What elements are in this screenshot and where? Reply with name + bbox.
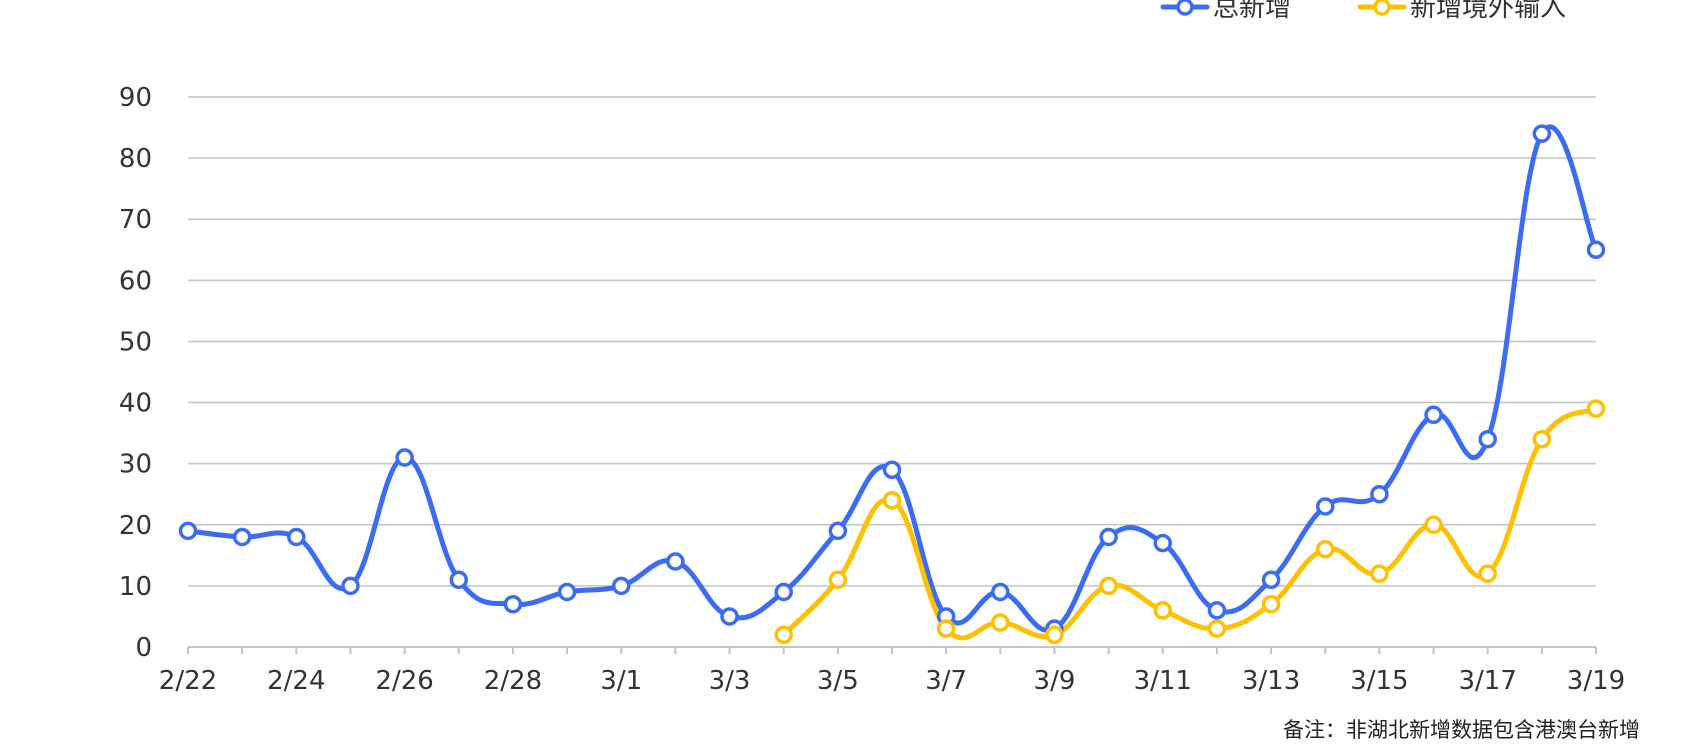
series-points: [178, 124, 1606, 645]
data-point: [1424, 405, 1443, 425]
x-tick-label: 3/19: [1567, 666, 1625, 696]
data-point: [449, 570, 469, 590]
data-point: [1153, 533, 1173, 553]
data-point: [1261, 594, 1281, 614]
legend-swatch-marker: [1373, 0, 1391, 16]
y-tick-label: 60: [119, 266, 152, 296]
x-tick-label: 3/13: [1242, 666, 1300, 696]
y-tick-label: 20: [119, 511, 152, 541]
data-point: [882, 491, 902, 510]
series-line-0: [185, 124, 1599, 633]
data-point: [666, 552, 685, 571]
data-point: [341, 576, 360, 596]
data-point: [1045, 625, 1064, 645]
data-point: [611, 576, 631, 596]
data-point: [395, 448, 414, 467]
x-tick-label: 3/5: [817, 666, 859, 696]
data-point: [1207, 601, 1227, 620]
data-point: [1153, 601, 1173, 620]
legend-label: 总新增: [1213, 0, 1291, 23]
x-tick-label: 2/24: [267, 666, 325, 696]
data-point: [1099, 576, 1118, 596]
data-point: [774, 625, 793, 645]
y-tick-label: 30: [119, 450, 152, 480]
x-tick-label: 3/11: [1134, 666, 1192, 696]
x-tick-label: 2/28: [484, 666, 542, 696]
x-tick-label: 3/7: [925, 666, 967, 696]
data-point: [1370, 564, 1389, 583]
data-point: [232, 527, 252, 547]
series-line-1: [781, 406, 1599, 641]
data-point: [1478, 429, 1497, 449]
data-point: [1478, 564, 1497, 583]
y-tick-label: 50: [119, 327, 152, 357]
data-point: [1424, 515, 1443, 535]
y-axis-ticks: 0 10 20 30 40 50 60 70 80 90: [119, 83, 152, 663]
x-tick-label: 3/15: [1350, 666, 1408, 696]
x-tick-label: 2/22: [159, 666, 217, 696]
data-point: [557, 582, 577, 602]
legend-swatch-marker: [1176, 0, 1194, 16]
series-lines: [185, 124, 1599, 641]
data-point: [991, 582, 1010, 602]
x-tick-label: 3/9: [1034, 666, 1076, 696]
data-point: [936, 619, 956, 638]
legend: 总新增 新增境外输入: [1160, 0, 1566, 23]
data-point: [1207, 619, 1227, 638]
data-point: [1586, 240, 1606, 260]
data-point: [1261, 570, 1281, 590]
data-point: [1315, 497, 1335, 516]
data-point: [503, 594, 523, 614]
data-point: [828, 521, 848, 541]
data-point: [1532, 124, 1552, 143]
gridlines: [188, 96, 1596, 587]
data-point: [1586, 399, 1606, 418]
data-point: [1315, 539, 1335, 559]
x-axis: 2/22 2/24 2/26 2/28 3/1 3/3 3/5 3/7 3/9 3/11 3/13 3…: [159, 646, 1625, 696]
chart-note: 备注：非湖北新增数据包含港澳台新增: [1283, 718, 1640, 742]
data-point: [1370, 484, 1389, 504]
y-tick-label: 40: [119, 389, 152, 419]
x-tick-label: 3/3: [709, 666, 751, 696]
data-point: [774, 582, 793, 602]
y-tick-label: 90: [119, 83, 152, 113]
y-tick-label: 70: [119, 205, 152, 235]
data-point: [882, 460, 902, 480]
y-tick-label: 80: [119, 144, 152, 174]
y-tick-label: 0: [135, 633, 152, 663]
data-point: [720, 607, 739, 626]
data-point: [828, 570, 848, 590]
data-point: [1099, 527, 1118, 547]
data-point: [287, 527, 306, 547]
data-point: [1532, 429, 1552, 449]
y-tick-label: 10: [119, 572, 152, 602]
x-tick-label: 3/1: [600, 666, 642, 696]
data-point: [991, 613, 1010, 632]
data-point: [178, 521, 198, 541]
x-tick-label: 3/17: [1458, 666, 1516, 696]
x-tick-label: 2/26: [375, 666, 433, 696]
legend-label: 新增境外输入: [1410, 0, 1566, 23]
